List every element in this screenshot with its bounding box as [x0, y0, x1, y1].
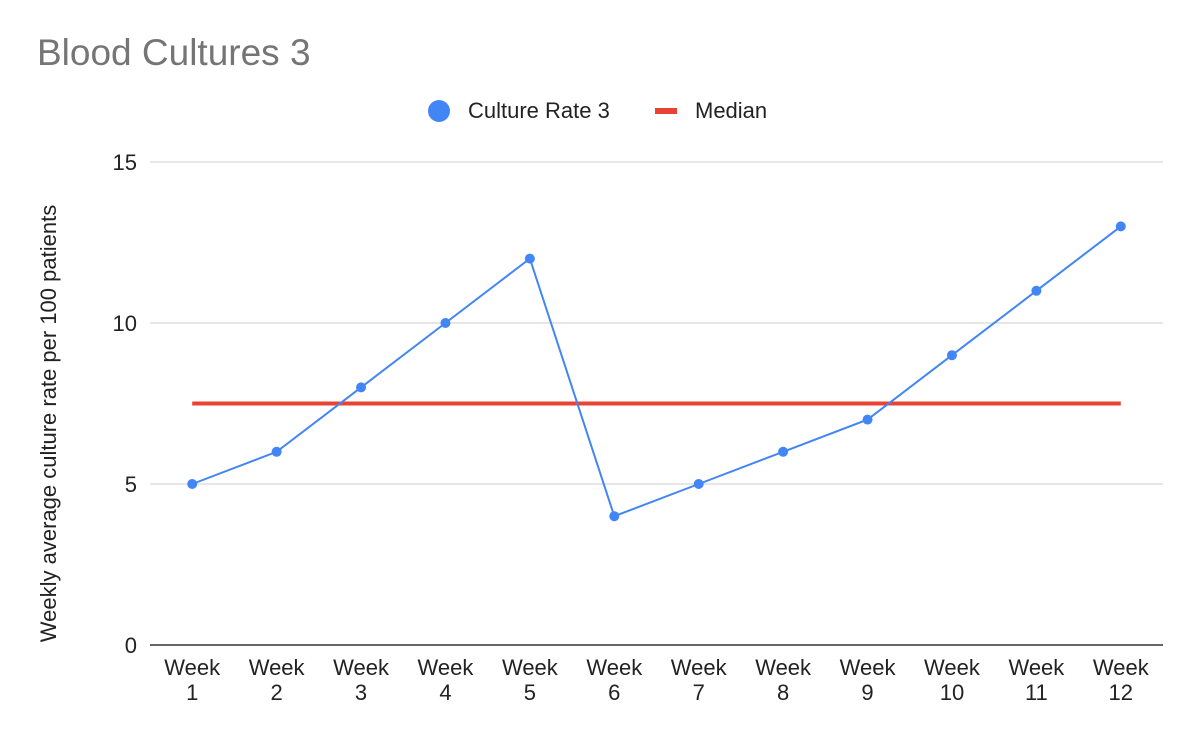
chart-title: Blood Cultures 3 — [37, 32, 311, 73]
data-point[interactable] — [693, 479, 704, 489]
data-point[interactable] — [524, 253, 535, 264]
y-axis-ticks: 0 5 10 15 — [113, 150, 137, 658]
x-tick-label: Week 6 — [586, 655, 643, 705]
x-tick-label: Week 10 — [924, 655, 981, 705]
data-point[interactable] — [1115, 221, 1126, 232]
y-tick-label: 15 — [113, 150, 137, 175]
data-point[interactable] — [946, 350, 957, 361]
legend-marker-culture-rate — [428, 100, 450, 122]
legend-label-culture-rate: Culture Rate 3 — [468, 98, 610, 123]
y-tick-label: 10 — [113, 311, 137, 336]
y-axis-label: Weekly average culture rate per 100 pati… — [36, 205, 61, 642]
x-tick-label: Week 3 — [333, 655, 390, 705]
legend-marker-median — [655, 108, 677, 114]
x-tick-label: Week 5 — [502, 655, 559, 705]
series-layer — [187, 221, 1126, 522]
culture-rate-line[interactable] — [191, 225, 1122, 518]
x-axis-ticks: Week 1 Week 2 Week 3 Week 4 Week 5 Week 6 Week 7 Week 8… — [164, 655, 1149, 705]
data-point[interactable] — [440, 318, 451, 328]
x-tick-label: Week 9 — [840, 655, 897, 705]
x-tick-label: Week 12 — [1093, 655, 1150, 705]
data-point[interactable] — [187, 479, 198, 489]
legend: Culture Rate 3 Median — [0, 98, 1200, 128]
x-tick-label: Week 2 — [249, 655, 306, 705]
legend-item-culture-rate[interactable]: Culture Rate 3 — [428, 98, 610, 124]
x-tick-label: Week 7 — [671, 655, 728, 705]
x-tick-label: Week 4 — [418, 655, 475, 705]
data-point[interactable] — [609, 511, 620, 522]
x-tick-label: Week 8 — [755, 655, 812, 705]
data-point[interactable] — [862, 414, 873, 425]
data-point[interactable] — [778, 446, 789, 457]
legend-item-median[interactable]: Median — [655, 98, 767, 124]
data-point[interactable] — [271, 446, 282, 457]
y-tick-label: 5 — [125, 472, 137, 497]
data-point[interactable] — [356, 382, 367, 393]
data-point[interactable] — [1031, 285, 1042, 296]
x-tick-label: Week 1 — [164, 655, 221, 705]
y-tick-label: 0 — [125, 633, 137, 658]
x-tick-label: Week 11 — [1008, 655, 1065, 705]
legend-label-median: Median — [695, 98, 768, 123]
